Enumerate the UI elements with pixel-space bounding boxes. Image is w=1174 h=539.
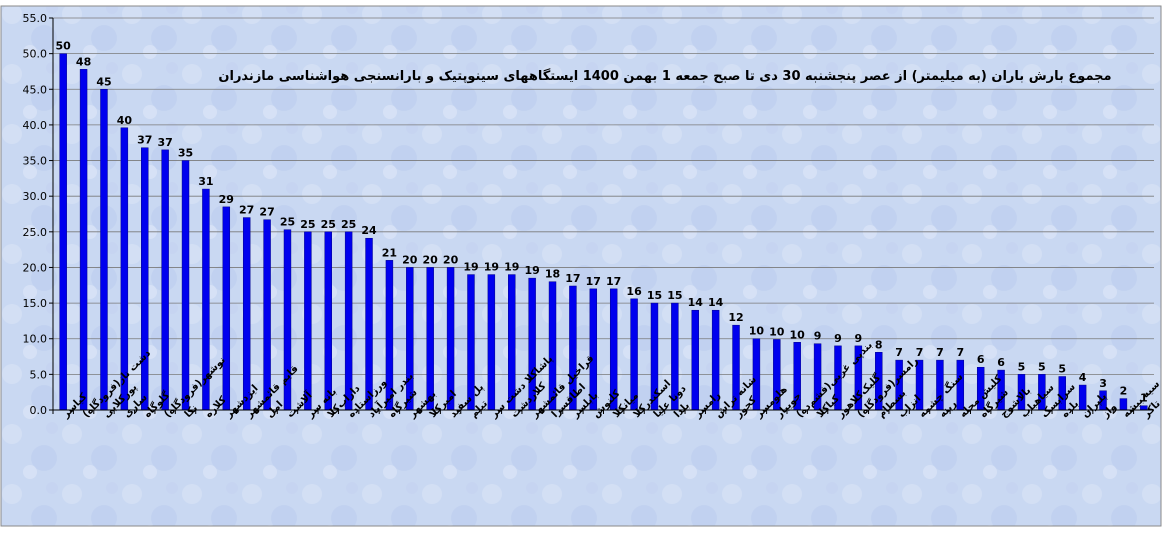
y-tick-label: 20.0 <box>23 261 48 274</box>
data-label: 16 <box>626 285 642 298</box>
data-label: 7 <box>895 346 903 359</box>
y-tick-label: 45.0 <box>23 83 48 96</box>
data-label: 7 <box>916 346 924 359</box>
data-label: 17 <box>565 272 580 285</box>
data-label: 7 <box>956 346 964 359</box>
data-label: 10 <box>769 325 785 338</box>
data-label: 5 <box>1018 360 1026 373</box>
data-label: 1 <box>1140 392 1148 405</box>
data-label: 37 <box>137 134 152 147</box>
bar <box>161 149 169 411</box>
bars <box>59 53 1148 411</box>
data-label: 25 <box>341 218 356 231</box>
bar <box>365 237 373 411</box>
data-label: 21 <box>382 246 397 259</box>
bar <box>181 160 190 411</box>
data-label: 19 <box>484 261 499 274</box>
y-tick-label: 15.0 <box>23 297 48 310</box>
chart-title: مجموع بارش باران (به میلیمتر) از عصر پنج… <box>218 68 1111 84</box>
data-label: 20 <box>402 253 418 266</box>
data-label: 19 <box>524 264 539 277</box>
data-label: 24 <box>361 224 377 237</box>
y-tick-label: 25.0 <box>23 226 48 239</box>
data-label: 19 <box>504 261 519 274</box>
y-tick-label: 30.0 <box>23 190 48 203</box>
data-label: 27 <box>259 206 274 219</box>
data-label: 19 <box>463 261 478 274</box>
y-tick-label: 35.0 <box>23 155 48 168</box>
y-tick-label: 5.0 <box>30 368 48 381</box>
bar <box>304 231 312 411</box>
data-label: 45 <box>96 75 111 88</box>
bar <box>141 147 149 411</box>
data-label: 25 <box>280 216 295 229</box>
bar <box>691 309 699 411</box>
data-label: 25 <box>300 218 315 231</box>
data-label: 37 <box>157 136 172 149</box>
data-label: 18 <box>545 268 560 281</box>
data-label: 17 <box>586 275 601 288</box>
y-tick-label: 50.0 <box>23 48 48 61</box>
bar <box>100 89 108 411</box>
bar <box>324 231 332 411</box>
data-label: 40 <box>117 114 133 127</box>
data-label: 48 <box>76 55 91 68</box>
data-label: 10 <box>749 325 765 338</box>
data-label: 2 <box>1120 385 1128 398</box>
bar <box>59 53 67 411</box>
data-label: 9 <box>834 332 842 345</box>
data-label: 15 <box>647 289 662 302</box>
data-label: 50 <box>56 40 72 53</box>
data-label: 20 <box>423 253 439 266</box>
data-label: 3 <box>1099 377 1107 390</box>
data-label: 5 <box>1038 360 1046 373</box>
gridlines <box>49 17 1154 411</box>
data-label: 17 <box>606 275 621 288</box>
data-label: 35 <box>178 147 193 160</box>
data-label: 9 <box>814 330 822 343</box>
data-label: 10 <box>790 328 806 341</box>
data-label: 29 <box>219 193 234 206</box>
data-label: 31 <box>198 175 213 188</box>
data-label: 20 <box>443 253 459 266</box>
data-label: 5 <box>1058 363 1066 376</box>
data-label: 6 <box>997 356 1005 369</box>
bar <box>222 206 231 411</box>
data-label: 6 <box>977 353 985 366</box>
chart-background <box>0 5 1162 527</box>
y-tick-label: 0.0 <box>30 404 48 417</box>
y-tick-label: 10.0 <box>23 333 48 346</box>
bar <box>487 274 496 411</box>
data-label: 14 <box>688 296 704 309</box>
data-label: 8 <box>875 338 883 351</box>
bar <box>263 219 271 411</box>
data-label: 12 <box>728 311 743 324</box>
y-tick-labels: 0.0 5.0 10.0 15.0 20.0 25.0 30.0 35.0 40.0 45.0 50… <box>23 12 48 417</box>
data-label: 7 <box>936 346 944 359</box>
bar <box>79 69 88 411</box>
y-tick-label: 55.0 <box>23 12 48 25</box>
bar <box>344 231 353 411</box>
data-label: 15 <box>667 289 682 302</box>
data-label: 25 <box>321 218 336 231</box>
bar <box>242 217 251 411</box>
y-tick-label: 40.0 <box>23 119 48 132</box>
data-label: 27 <box>239 204 254 217</box>
data-label: 9 <box>855 332 863 345</box>
data-label: 14 <box>708 296 724 309</box>
data-label: 4 <box>1079 371 1087 384</box>
